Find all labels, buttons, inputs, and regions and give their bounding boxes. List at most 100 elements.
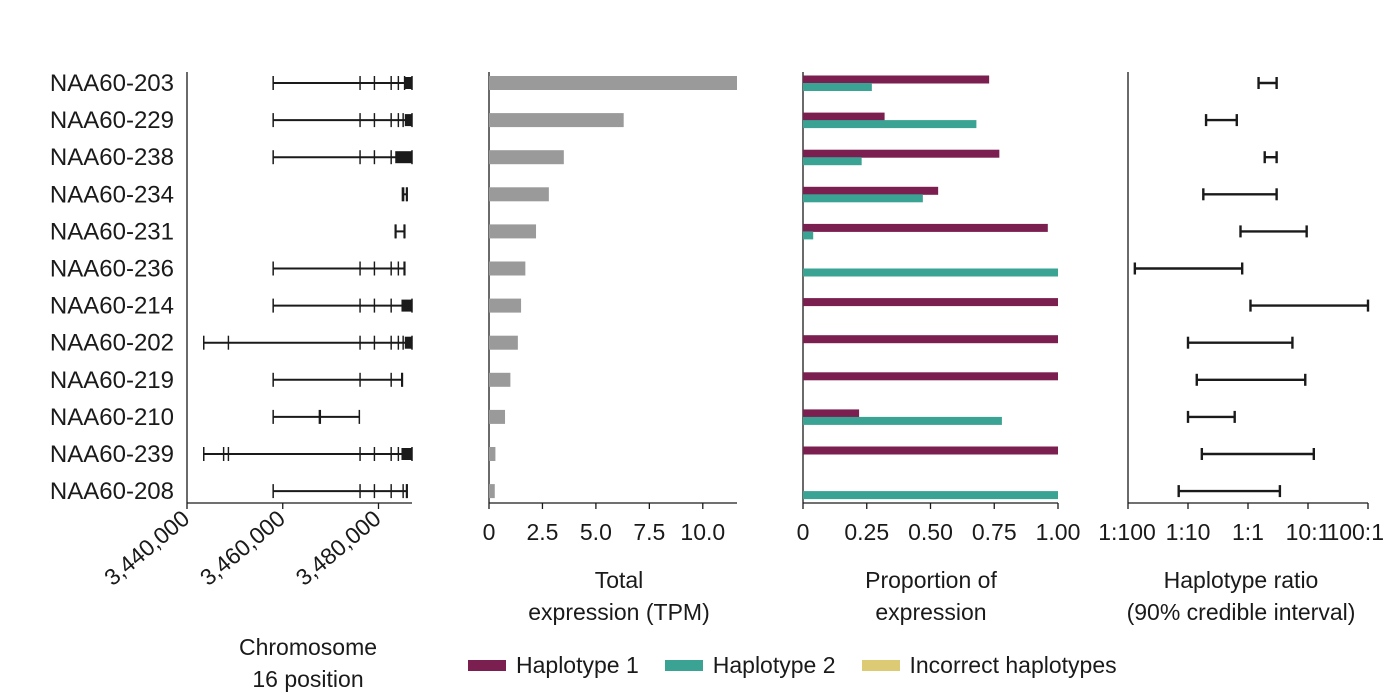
x-axis-title: (90% credible interval) <box>1127 599 1356 625</box>
exon <box>405 187 408 202</box>
haplotype1-bar <box>803 112 885 121</box>
exon <box>402 187 405 202</box>
x-axis-title: expression (TPM) <box>528 599 709 625</box>
haplotype1-bar <box>803 149 1000 158</box>
haplotype1-bar <box>803 335 1058 344</box>
legend-item: Incorrect haplotypes <box>861 652 1117 679</box>
x-tick-label: 2.5 <box>526 519 558 545</box>
x-axis-title: Total <box>595 567 644 593</box>
exon <box>403 76 406 90</box>
legend-label: Haplotype 2 <box>712 652 836 678</box>
exon <box>404 77 412 89</box>
exon <box>359 298 361 313</box>
expression-bar <box>489 113 624 128</box>
expression-bar <box>489 335 518 350</box>
exon <box>397 113 400 128</box>
haplotype1-bar <box>803 75 990 84</box>
haplotype2-bar <box>803 231 814 240</box>
exon <box>390 261 392 276</box>
exon <box>373 76 376 90</box>
expression-bar <box>489 447 496 461</box>
transcript-label: NAA60-239 <box>50 441 174 468</box>
exon <box>404 336 412 349</box>
x-axis-title: 16 position <box>252 666 363 692</box>
exon <box>373 447 376 461</box>
x-tick-label: 3,480,000 <box>291 505 386 591</box>
legend-item: Haplotype 2 <box>664 652 836 679</box>
exon <box>390 298 392 313</box>
exon <box>373 113 376 128</box>
exon <box>397 335 400 350</box>
transcript-label: NAA60-236 <box>50 256 174 283</box>
haplotype1-bar <box>803 298 1058 307</box>
exon <box>359 261 361 276</box>
x-tick-label: 10.0 <box>680 519 725 545</box>
haplotype2-bar <box>803 491 1058 500</box>
expression-bar <box>489 261 526 276</box>
x-axis-title: Haplotype ratio <box>1164 567 1319 593</box>
transcript-label: NAA60-202 <box>50 330 174 357</box>
exon <box>390 113 392 128</box>
exon <box>373 261 376 276</box>
exon <box>397 447 400 461</box>
legend-swatch <box>861 660 900 671</box>
exon <box>402 113 404 128</box>
exon <box>405 484 408 499</box>
exon <box>400 372 403 387</box>
exon <box>402 335 404 350</box>
exon <box>227 335 230 350</box>
transcript-label: NAA60-234 <box>50 181 174 208</box>
exon <box>222 447 225 461</box>
exon <box>359 447 361 461</box>
exon <box>390 150 392 165</box>
x-tick-label: 1.00 <box>1036 519 1081 545</box>
transcript-label: NAA60-214 <box>50 293 174 320</box>
expression-bar <box>489 224 537 239</box>
haplotype2-bar <box>803 120 977 129</box>
haplotype2-bar <box>803 268 1058 277</box>
haplotype2-bar <box>803 416 1002 425</box>
exon <box>403 224 405 239</box>
exon <box>359 372 361 387</box>
exon <box>401 448 412 460</box>
x-tick-label: 5.0 <box>580 519 612 545</box>
legend: Haplotype 1 Haplotype 2 Incorrect haplotyp… <box>468 652 1143 679</box>
exon <box>227 447 230 461</box>
haplotype2-bar <box>803 83 872 91</box>
exon <box>373 298 376 313</box>
exon <box>373 150 376 165</box>
total-expression-panel: 0 2.5 5.0 7.5 10.0 Total expression (TPM) <box>483 72 737 625</box>
exon <box>390 335 392 350</box>
exon <box>318 409 322 424</box>
expression-bar <box>489 484 495 499</box>
legend-swatch <box>664 660 703 671</box>
haplotype1-bar <box>803 186 939 195</box>
x-axis-title: Proportion of <box>865 567 997 593</box>
x-tick-label: 1:1 <box>1232 519 1264 545</box>
exon <box>395 151 412 164</box>
exon <box>359 335 361 350</box>
x-tick-label: 0.50 <box>908 519 953 545</box>
exon <box>397 76 400 90</box>
exon <box>359 76 361 90</box>
transcript-label: NAA60-231 <box>50 218 174 245</box>
transcript-labels: NAA60-203 NAA60-229 NAA60-238 NAA60-234 NAA6… <box>50 70 174 505</box>
legend-item: Haplotype 1 <box>468 652 639 679</box>
exon <box>402 484 404 499</box>
x-tick-label: 0 <box>483 519 496 545</box>
transcript-label: NAA60-208 <box>50 478 174 505</box>
x-tick-label: 10:1 <box>1286 519 1331 545</box>
exon <box>359 113 361 128</box>
exon <box>359 484 361 499</box>
exon <box>395 224 397 239</box>
expression-bar <box>489 409 506 424</box>
transcript-label: NAA60-210 <box>50 404 174 431</box>
transcript-label: NAA60-238 <box>50 144 174 171</box>
x-axis-title: expression <box>875 599 986 625</box>
exon <box>373 484 376 499</box>
expression-bar <box>489 298 522 313</box>
exon <box>403 261 405 276</box>
exon <box>390 447 392 461</box>
transcript-label: NAA60-203 <box>50 70 174 97</box>
